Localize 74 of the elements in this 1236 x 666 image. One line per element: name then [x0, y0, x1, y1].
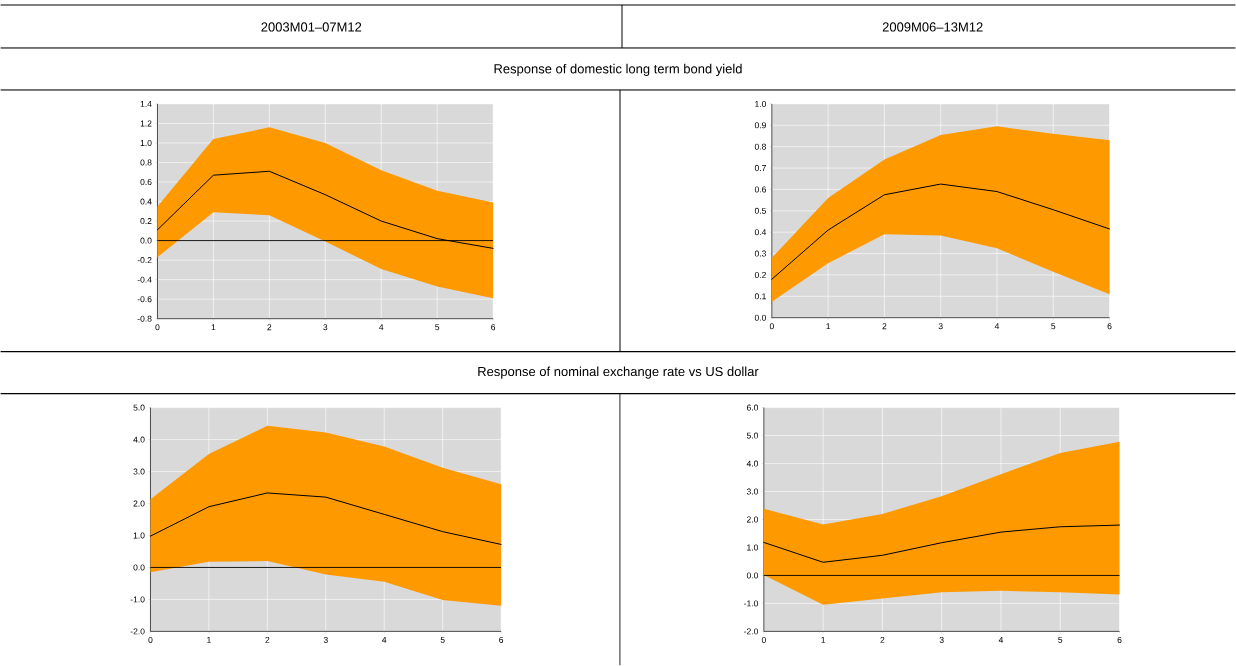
x-tick-label: 4 [382, 636, 387, 643]
text: 2009M06–13M12 [882, 22, 983, 32]
y-tick-label: 1.0 [133, 532, 145, 539]
y-tick-label: 0.6 [140, 179, 152, 186]
y-tick-label: 0.4 [754, 229, 767, 236]
y-tick-label: 3.0 [133, 468, 145, 475]
y-tick-label: 0.2 [140, 218, 152, 225]
y-tick-label: 0.0 [754, 314, 766, 321]
x-tick-label: 5 [1058, 636, 1063, 643]
x-tick-label: 6 [491, 324, 496, 331]
x-tick-label: 0 [761, 637, 766, 643]
y-tick-label: -0.4 [137, 276, 152, 283]
y-tick-label: 0.0 [746, 572, 758, 579]
y-tick-label: 0.4 [140, 198, 152, 205]
x-tick-label: 2 [882, 323, 887, 330]
y-tick-label: 1.0 [747, 544, 758, 551]
y-tick-label: 4.0 [746, 460, 758, 467]
y-tick-label: 5.0 [746, 432, 758, 439]
y-tick-label: 0.0 [133, 564, 145, 571]
x-tick-label: 2 [267, 324, 272, 331]
y-tick-label: 1.4 [140, 101, 152, 107]
y-tick-label: 0.6 [754, 186, 766, 193]
text: Response of nominal exchange rate vs US dollar [478, 366, 759, 379]
x-tick-label: 6 [1107, 323, 1112, 330]
y-tick-label: -2.0 [744, 628, 758, 635]
x-tick-label: 4 [998, 636, 1004, 643]
y-tick-label: 6.0 [746, 404, 758, 411]
x-tick-label: 3 [323, 324, 328, 331]
x-tick-label: 3 [938, 323, 943, 330]
y-tick-label: 2.0 [746, 516, 758, 523]
line-series [156, 170, 494, 249]
y-tick-label: 0.3 [754, 250, 766, 257]
x-tick-label: 5 [440, 636, 445, 643]
y-tick-label: 4.0 [133, 436, 145, 443]
text: Response of domestic long term bond yield [494, 63, 742, 77]
y-tick-label: 0.0 [140, 237, 152, 244]
y-tick-label: -0.6 [137, 296, 152, 303]
x-tick-label: 1 [211, 324, 216, 331]
y-tick-label: 0.1 [754, 293, 766, 300]
y-tick-label: 2.0 [133, 500, 145, 507]
x-tick-label: 3 [323, 637, 328, 643]
y-tick-label: -2.0 [130, 628, 145, 635]
y-tick-label: 1.2 [140, 120, 152, 127]
y-tick-label: 3.0 [746, 488, 758, 495]
x-tick-label: 5 [1051, 323, 1056, 330]
x-tick-label: 2 [265, 637, 270, 643]
x-tick-label: 1 [826, 323, 831, 330]
y-tick-label: 1.0 [140, 140, 152, 147]
x-tick-label: 5 [435, 324, 440, 331]
y-tick-label: 0.7 [754, 165, 766, 172]
y-tick-label: -1.0 [744, 600, 758, 607]
y-tick-label: -0.2 [137, 257, 152, 264]
x-tick-label: 4 [994, 323, 1000, 330]
y-tick-label: 0.9 [754, 122, 766, 129]
x-tick-label: 0 [148, 637, 153, 643]
x-tick-label: 6 [1117, 637, 1122, 643]
y-tick-label: -0.8 [137, 315, 152, 322]
x-tick-label: 0 [155, 324, 160, 331]
line-series [149, 492, 502, 546]
x-tick-label: 1 [821, 636, 826, 643]
x-tick-label: 1 [207, 636, 211, 643]
text: 2003M01–07M12 [261, 22, 362, 32]
y-tick-label: 0.8 [754, 143, 766, 150]
x-tick-label: 4 [379, 324, 384, 331]
x-tick-label: 3 [939, 637, 944, 643]
x-tick-label: 2 [880, 637, 885, 643]
y-tick-label: 1.0 [755, 100, 766, 107]
y-tick-label: 0.8 [140, 159, 152, 166]
y-tick-label: -1.0 [130, 596, 145, 603]
y-tick-label: 0.2 [754, 272, 766, 279]
y-tick-label: 5.0 [133, 404, 145, 411]
y-tick-label: 0.5 [754, 207, 766, 214]
x-tick-label: 6 [499, 637, 504, 643]
x-tick-label: 0 [769, 323, 774, 330]
